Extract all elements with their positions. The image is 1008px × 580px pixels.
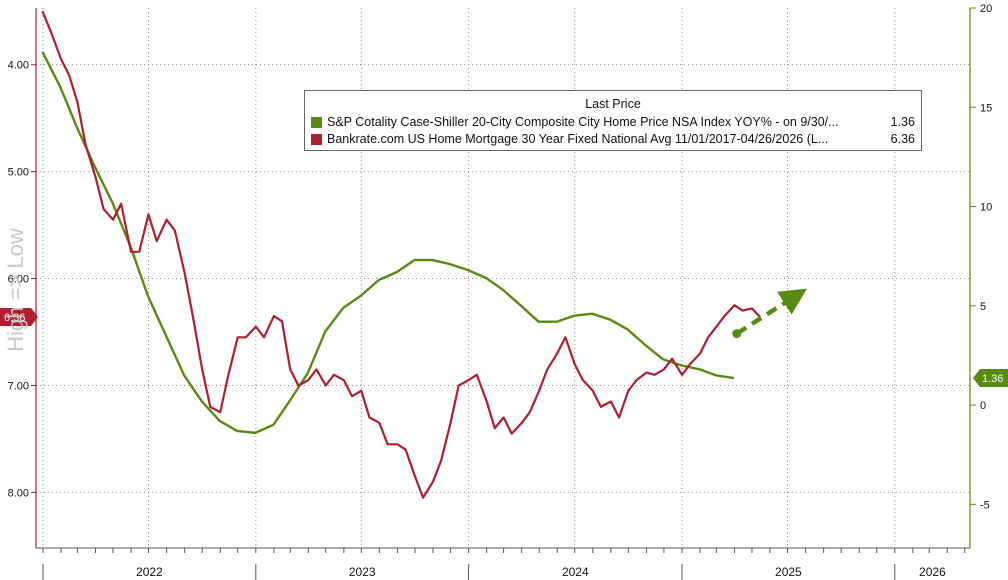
trend-arrow	[735, 288, 808, 336]
x-tick-label: 2024	[562, 565, 589, 579]
left-tick-label: 8.00	[8, 487, 29, 499]
x-tick-label: 2026	[919, 565, 946, 579]
right-current-value-tag: 1.36	[973, 369, 1008, 388]
legend-swatch-mortgage	[311, 134, 322, 145]
right-tick-label: 15	[980, 102, 992, 114]
legend-value-home-price: 1.36	[890, 115, 915, 129]
left-tick-label: 7.00	[8, 380, 29, 392]
right-tick-label: 0	[980, 400, 986, 412]
left-axis-title: High => Low	[3, 228, 28, 352]
gridlines	[36, 8, 970, 548]
series-line-mortgage	[41, 10, 761, 499]
right-tick-label: 20	[980, 3, 992, 15]
x-tick-label: 2023	[349, 565, 376, 579]
left-tick-label: 6.00	[8, 274, 29, 286]
right-current-value-box	[973, 369, 1008, 388]
x-tick-label: 2022	[136, 565, 163, 579]
right-tick-label: 10	[980, 202, 992, 214]
left-current-value-box	[0, 308, 38, 327]
right-tick-label: -5	[980, 499, 990, 511]
legend-label-home-price: S&P Cotality Case-Shiller 20-City Compos…	[327, 115, 839, 129]
left-tick-label: 4.00	[8, 60, 29, 72]
left-current-value-text: 6.36	[4, 312, 25, 324]
legend-label-mortgage: Bankrate.com US Home Mortgage 30 Year Fi…	[327, 132, 829, 146]
annotation-layer	[732, 288, 808, 339]
legend-value-mortgage: 6.36	[890, 132, 915, 146]
series-line-home-price	[41, 51, 735, 435]
legend-entry-mortgage: Bankrate.com US Home Mortgage 30 Year Fi…	[311, 132, 915, 148]
legend-title: Last Price	[585, 97, 641, 111]
left-current-value-tag: 6.36	[0, 308, 38, 327]
left-tick-label: 5.00	[8, 167, 29, 179]
right-tick-label: 5	[980, 301, 986, 313]
right-current-value-text: 1.36	[982, 373, 1003, 385]
series-layer	[41, 10, 761, 499]
legend-entry-home-price: S&P Cotality Case-Shiller 20-City Compos…	[311, 115, 915, 131]
axes	[31, 7, 976, 580]
axis-labels: 4.00 5.00 6.00 7.00 8.00 20 15 10 5 0 -5 2022 2023 20…	[0, 3, 1008, 579]
x-tick-label: 2025	[775, 565, 802, 579]
legend-swatch-home-price	[311, 117, 322, 128]
chart-legend: Last Price S&P Cotality Case-Shiller 20-…	[304, 90, 922, 151]
